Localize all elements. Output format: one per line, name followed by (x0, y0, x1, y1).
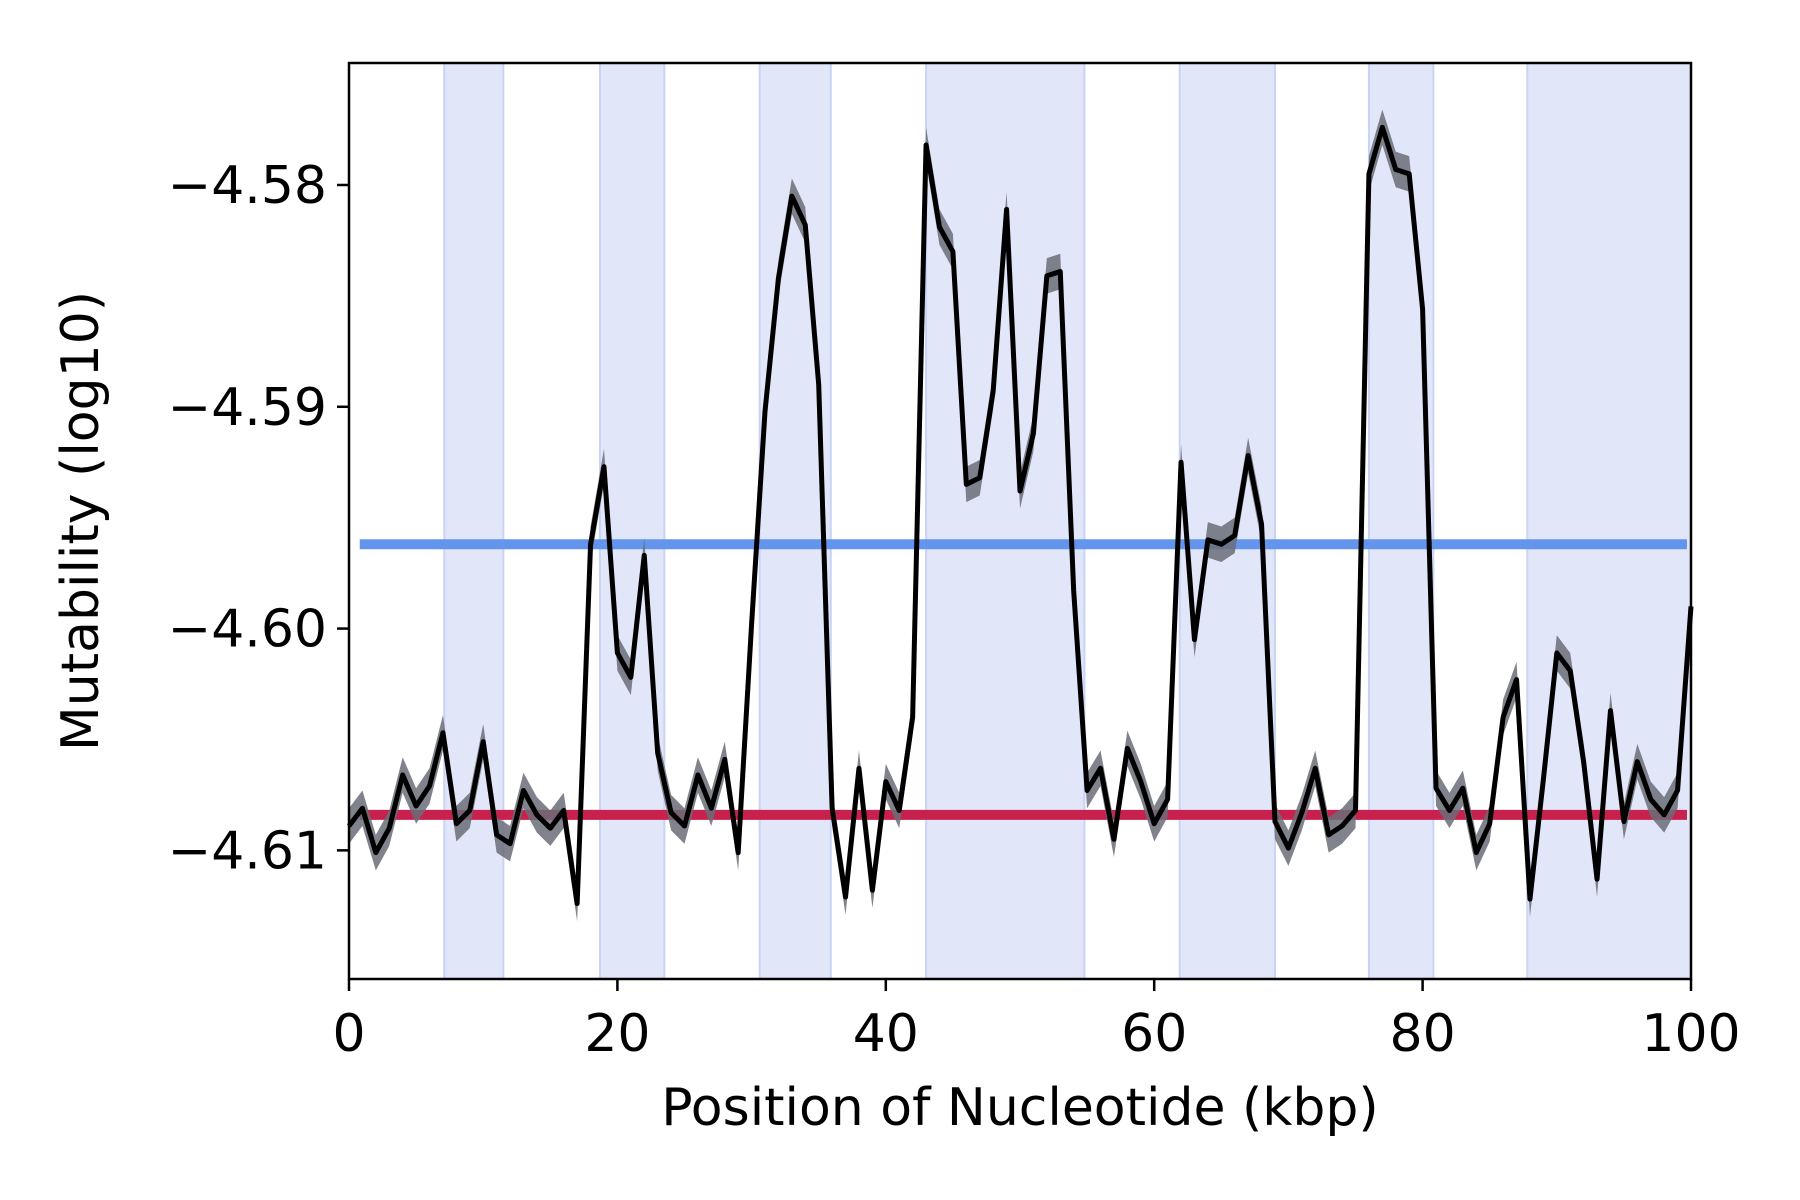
x-axis-ticks: 0 20 40 60 80 100 (332, 979, 1741, 1064)
shaded-regions (443, 62, 1692, 980)
y-tick-label: −4.58 (168, 156, 327, 216)
x-tick-label: 80 (1390, 1004, 1456, 1064)
y-tick-label: −4.60 (168, 600, 327, 660)
shaded-region-4 (925, 62, 1086, 980)
x-tick-label: 0 (332, 1004, 365, 1064)
x-tick-label: 100 (1641, 1004, 1740, 1064)
shaded-region-2 (598, 62, 666, 980)
series-group (347, 109, 1694, 922)
x-tick-label: 20 (584, 1004, 650, 1064)
plot-frame (347, 61, 1693, 981)
y-tick-label: −4.59 (168, 378, 327, 438)
x-axis-title: Position of Nucleotide (kbp) (661, 1078, 1378, 1138)
shaded-region-6 (1367, 62, 1435, 980)
y-axis-ticks: −4.58 −4.59 −4.60 −4.61 (168, 156, 349, 881)
shaded-region-7 (1526, 62, 1692, 980)
x-tick-label: 40 (853, 1004, 919, 1064)
x-tick-label: 60 (1121, 1004, 1187, 1064)
shaded-region-1 (443, 62, 505, 980)
y-tick-label: −4.61 (168, 821, 327, 881)
series-1-line (347, 124, 1694, 907)
y-axis-title: Mutability (log10) (51, 291, 111, 751)
